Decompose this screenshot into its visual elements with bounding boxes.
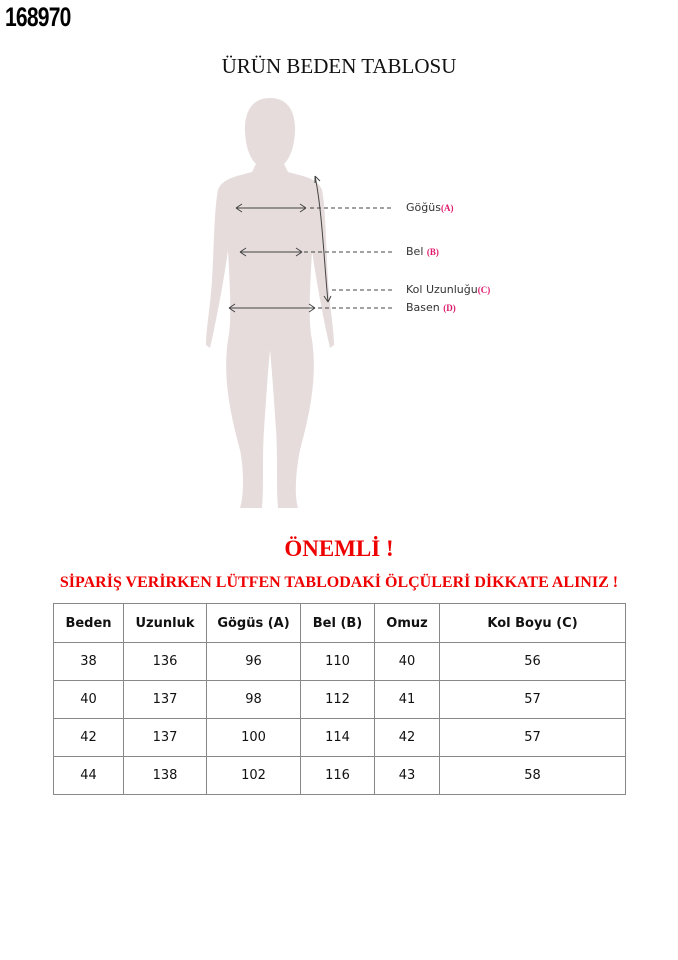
- table-cell: 56: [439, 642, 626, 681]
- label-waist: Bel (B): [406, 245, 439, 258]
- header-cell: Beden: [53, 603, 124, 643]
- page-title: ÜRÜN BEDEN TABLOSU: [221, 54, 457, 78]
- important-heading: ÖNEMLİ !: [284, 536, 394, 561]
- warning-text: SİPARİŞ VERİRKEN LÜTFEN TABLODAKİ ÖLÇÜLE…: [59, 574, 619, 591]
- size-table: Beden Uzunluk Gögüs (A) Bel (B) Omuz Kol…: [53, 603, 626, 795]
- table-row: 44 138 102 116 43 58: [53, 756, 626, 795]
- table-cell: 136: [123, 642, 207, 681]
- table-cell: 96: [206, 642, 301, 681]
- header-cell: Omuz: [374, 603, 440, 643]
- table-row: 40 137 98 112 41 57: [53, 680, 626, 719]
- body-silhouette: [206, 98, 393, 508]
- table-cell: 41: [374, 680, 440, 719]
- table-row: 38 136 96 110 40 56: [53, 642, 626, 681]
- table-cell: 137: [123, 718, 207, 757]
- label-hip: Basen (D): [406, 301, 456, 314]
- table-row: 42 137 100 114 42 57: [53, 718, 626, 757]
- table-cell: 137: [123, 680, 207, 719]
- label-sleeve: Kol Uzunluğu(C): [406, 283, 491, 296]
- table-cell: 102: [206, 756, 301, 795]
- table-cell: 42: [374, 718, 440, 757]
- table-cell: 116: [300, 756, 375, 795]
- header-cell: Gögüs (A): [206, 603, 301, 643]
- table-cell: 112: [300, 680, 375, 719]
- table-cell: 42: [53, 718, 124, 757]
- label-chest: Göğüs(A): [406, 201, 454, 214]
- table-cell: 40: [53, 680, 124, 719]
- table-cell: 100: [206, 718, 301, 757]
- table-cell: 110: [300, 642, 375, 681]
- table-cell: 138: [123, 756, 207, 795]
- table-cell: 98: [206, 680, 301, 719]
- header-cell: Kol Boyu (C): [439, 603, 626, 643]
- table-cell: 114: [300, 718, 375, 757]
- table-header: Beden Uzunluk Gögüs (A) Bel (B) Omuz Kol…: [53, 603, 626, 643]
- table-cell: 38: [53, 642, 124, 681]
- table-cell: 40: [374, 642, 440, 681]
- table-cell: 44: [53, 756, 124, 795]
- table-cell: 57: [439, 718, 626, 757]
- table-cell: 57: [439, 680, 626, 719]
- product-code: 168970: [5, 2, 71, 32]
- header-cell: Uzunluk: [123, 603, 207, 643]
- table-cell: 43: [374, 756, 440, 795]
- table-cell: 58: [439, 756, 626, 795]
- header-cell: Bel (B): [300, 603, 375, 643]
